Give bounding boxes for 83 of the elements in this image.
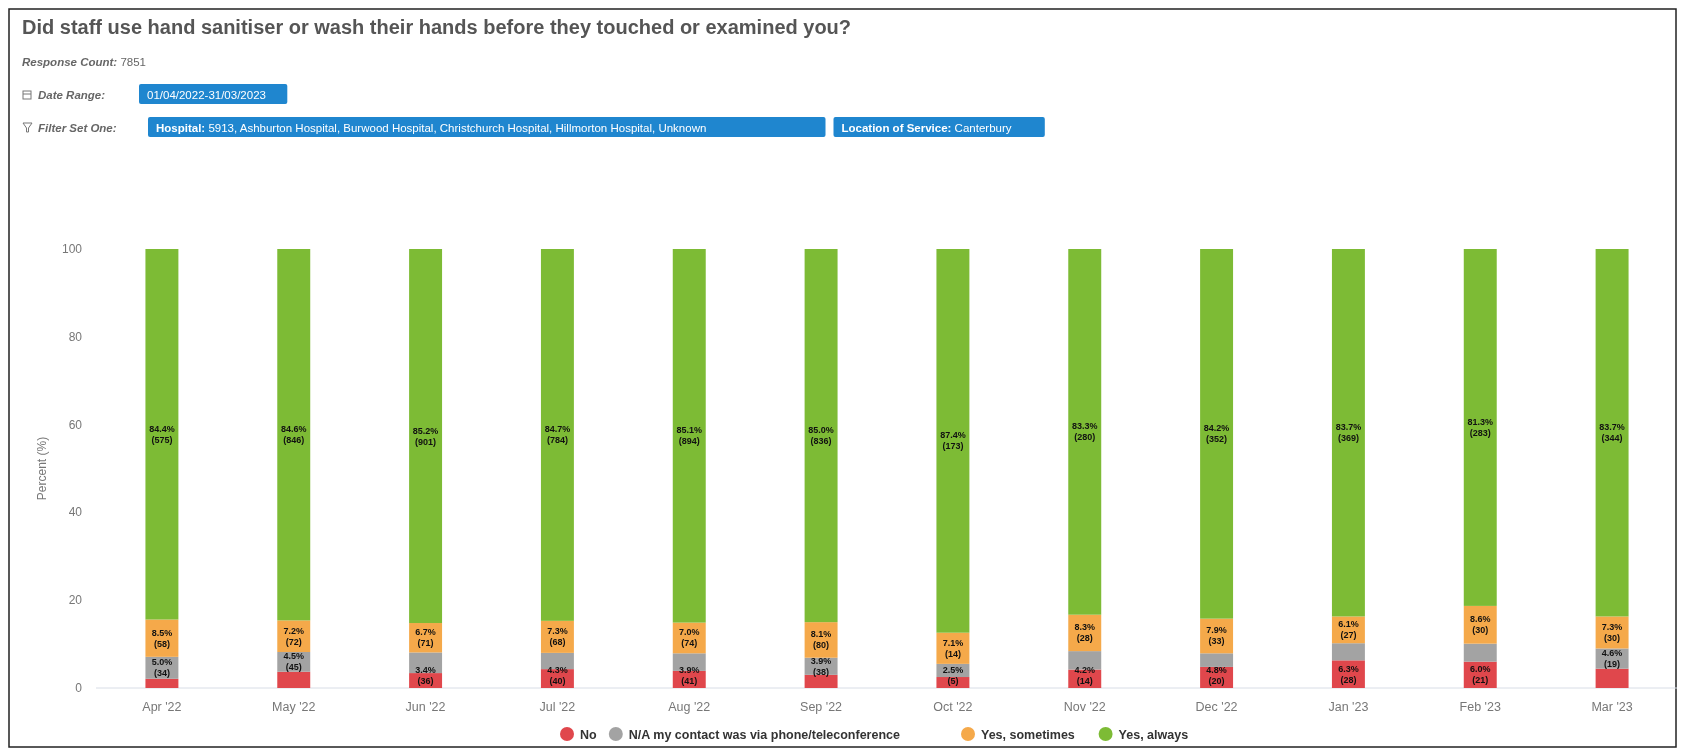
- data-label: 4.3% (40): [547, 664, 568, 686]
- bar: [409, 249, 443, 624]
- x-tick-label: Mar '23: [1591, 700, 1633, 714]
- y-axis-title: Percent (%): [35, 436, 49, 501]
- y-tick-label: 40: [68, 505, 83, 520]
- x-tick-label: Feb '23: [1459, 700, 1501, 714]
- data-label: 85.1% (894): [676, 425, 703, 447]
- data-label: 4.5% (45): [283, 651, 305, 673]
- x-tick-label: Dec '22: [1195, 700, 1238, 714]
- x-tick-label: Oct '22: [933, 700, 973, 714]
- bar: [1595, 668, 1629, 688]
- data-label: 4.2% (14): [1074, 664, 1096, 686]
- y-tick-label: 80: [68, 329, 83, 344]
- bar: [1200, 653, 1234, 667]
- bar: [277, 249, 311, 621]
- bar: [1068, 249, 1102, 615]
- data-label: 85.0% (836): [808, 425, 834, 447]
- x-tick-label: Jul '22: [539, 700, 576, 714]
- chart-title: Did staff use hand sanitiser or wash their hands before they touched or examined you?: [22, 16, 852, 38]
- bar: [1200, 249, 1234, 619]
- data-label: 84.7% (784): [544, 424, 571, 446]
- x-tick-label: Aug '22: [668, 700, 711, 714]
- data-label: 3.9% (38): [810, 655, 832, 677]
- text: Response Count: 7851: [22, 56, 146, 68]
- data-label: 7.3% (30): [1601, 621, 1623, 643]
- y-tick-label: 60: [68, 417, 83, 432]
- data-label: 2.5% (5): [942, 664, 964, 686]
- bar: [540, 249, 574, 621]
- x-tick-label: Jun '22: [405, 700, 446, 714]
- data-label: 7.3% (68): [547, 626, 568, 648]
- bar: [1463, 249, 1497, 606]
- bar: [1463, 643, 1497, 662]
- data-label: 3.4% (36): [415, 664, 436, 686]
- legend-label: Yes, sometimes: [981, 727, 1075, 742]
- data-label: 84.4% (575): [149, 423, 175, 445]
- legend-label: No: [580, 727, 598, 742]
- x-tick-label: May '22: [272, 700, 316, 714]
- data-label: 4.8% (20): [1206, 664, 1227, 686]
- bar: [1595, 249, 1629, 617]
- data-label: 83.7% (369): [1335, 422, 1362, 444]
- text: 01/04/2022-31/03/2023: [147, 89, 266, 101]
- text: Hospital: 5913, Ashburton Hospital, Burwood Hospital, Christchurch Hospital, Hillmorton Hospital, Unknown: [156, 122, 707, 134]
- bar: [804, 249, 838, 623]
- y-tick-label: 0: [75, 681, 83, 695]
- data-label: 8.3% (28): [1074, 622, 1096, 644]
- data-label: 84.2% (352): [1203, 423, 1230, 445]
- x-tick-label: Jan '23: [1328, 700, 1369, 714]
- legend-label: Yes, always: [1118, 727, 1189, 742]
- data-label: 84.6% (846): [280, 424, 307, 446]
- data-label: 7.1% (14): [942, 637, 964, 659]
- text: Location of Service: Canterbury: [841, 122, 1012, 134]
- data-label: 83.7% (344): [1599, 422, 1625, 444]
- data-label: 8.1% (80): [810, 629, 832, 651]
- bar: [277, 671, 311, 688]
- y-tick-label: 20: [68, 593, 83, 608]
- bar: [1331, 643, 1365, 661]
- data-label: 5.0% (34): [151, 657, 173, 679]
- x-tick-label: Nov '22: [1063, 700, 1106, 714]
- bar: [936, 249, 970, 633]
- data-label: 7.0% (74): [678, 627, 700, 649]
- bar: [1331, 249, 1365, 617]
- text: Filter Set One:: [38, 122, 117, 134]
- x-tick-label: Apr '22: [142, 700, 182, 714]
- bar: [145, 249, 179, 620]
- data-label: 7.2% (72): [283, 625, 305, 647]
- legend-label: N/A my contact was via phone/teleconference: [628, 727, 900, 742]
- x-tick-label: Sep '22: [800, 700, 843, 714]
- data-label: 87.4% (173): [940, 430, 966, 452]
- bar: [145, 678, 179, 688]
- data-label: 83.3% (280): [1071, 421, 1098, 443]
- data-label: 6.7% (71): [415, 627, 436, 649]
- data-label: 8.5% (58): [151, 627, 173, 649]
- data-label: 6.3% (28): [1338, 663, 1359, 685]
- data-label: 4.6% (19): [1601, 648, 1623, 670]
- data-label: 8.6% (30): [1469, 614, 1491, 636]
- data-label: 6.1% (27): [1338, 619, 1359, 641]
- data-label: 85.2% (901): [412, 425, 439, 447]
- data-label: 81.3% (283): [1467, 416, 1494, 438]
- y-tick-label: 100: [61, 242, 83, 256]
- bar: [672, 249, 706, 623]
- data-label: 6.0% (21): [1469, 664, 1491, 686]
- text: Date Range:: [38, 89, 106, 101]
- data-label: 7.9% (33): [1206, 625, 1227, 647]
